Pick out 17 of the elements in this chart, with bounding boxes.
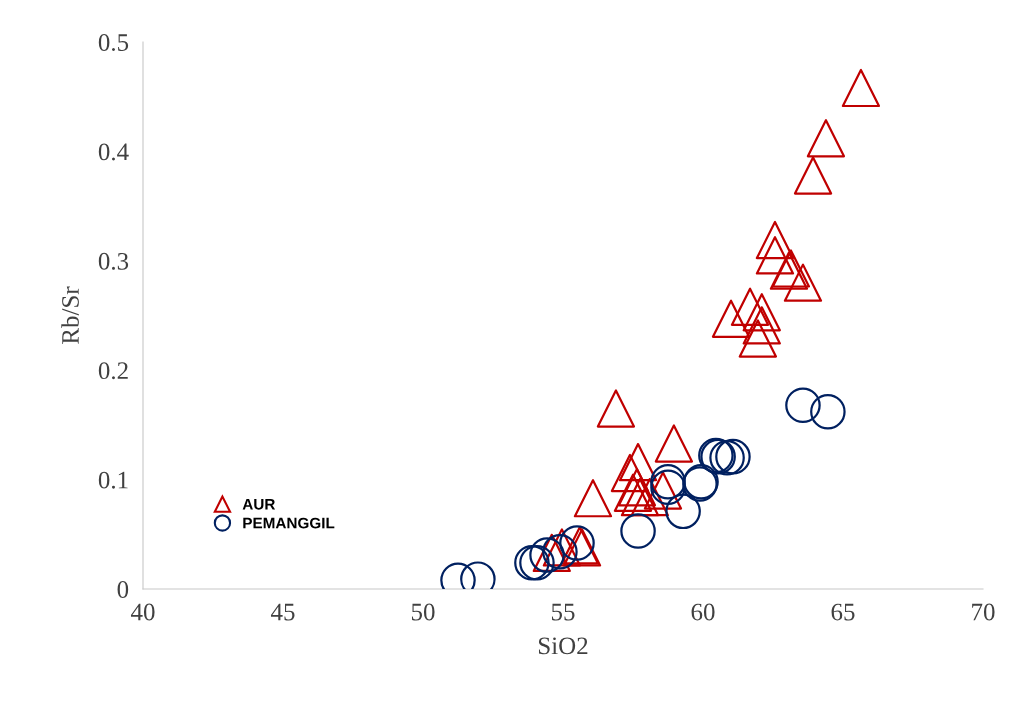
- x-axis-title: SiO2: [538, 637, 588, 655]
- x-tick-label: 70: [972, 603, 995, 621]
- y-axis-title: Rb/Sr: [61, 286, 79, 344]
- y-tick-label: 0.4: [98, 143, 129, 161]
- x-tick-label: 60: [691, 603, 715, 621]
- y-tick-label: 0.5: [98, 34, 129, 52]
- legend-label: AUR: [242, 498, 276, 510]
- x-tick-label: 50: [411, 603, 435, 621]
- x-tick-label: 65: [831, 603, 855, 621]
- y-tick-label: 0.3: [98, 252, 129, 270]
- y-tick-label: 0.2: [98, 362, 128, 380]
- x-tick-label: 40: [130, 603, 155, 621]
- x-tick-label: 55: [551, 603, 575, 621]
- y-tick-label: 0.1: [98, 471, 128, 489]
- legend-label: PEMANGGIL: [243, 517, 335, 529]
- y-tick-label: 0: [117, 581, 129, 598]
- x-tick-label: 45: [270, 603, 295, 621]
